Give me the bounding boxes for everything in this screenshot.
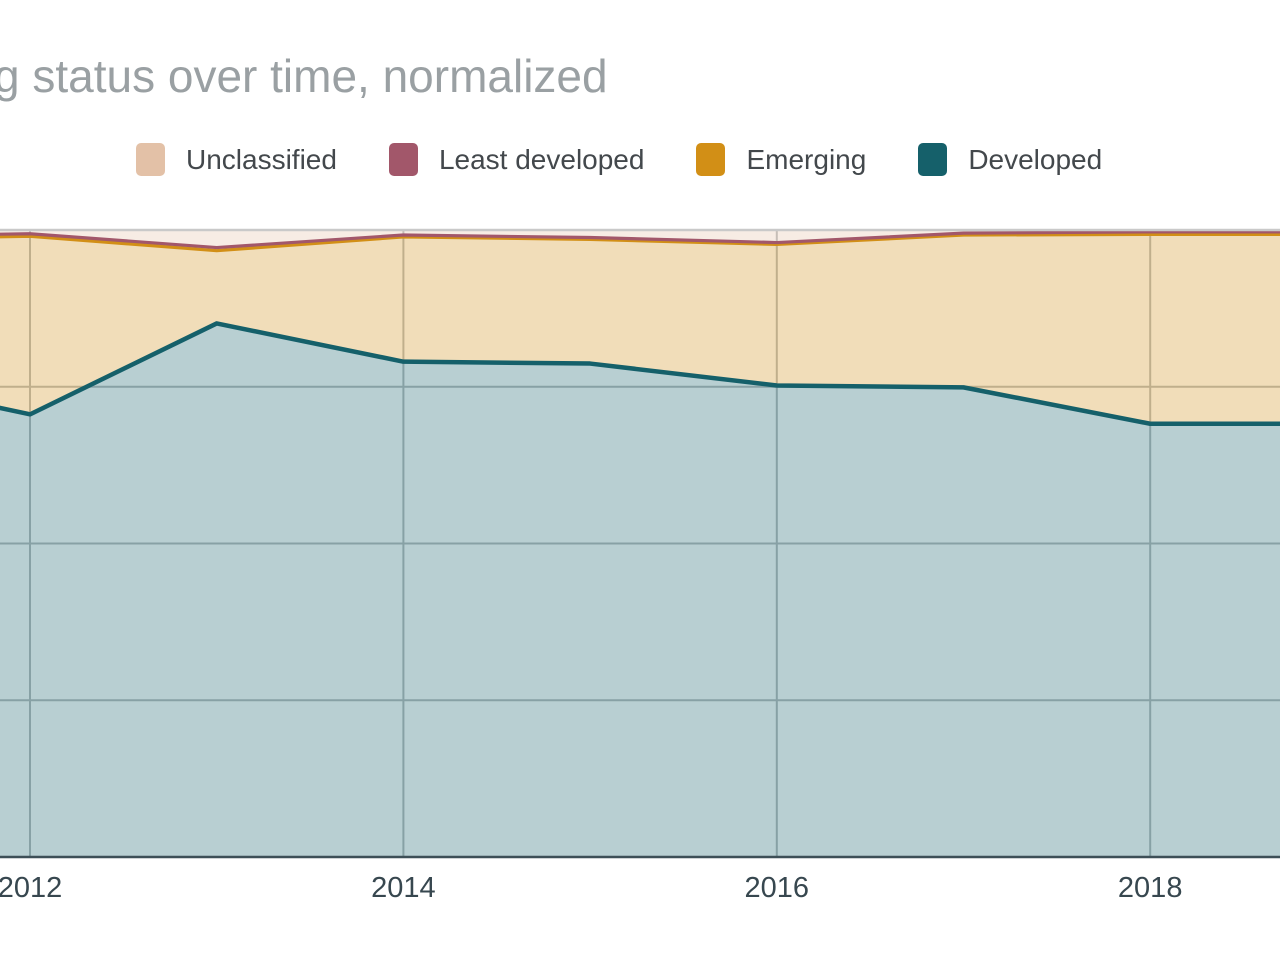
legend: Unclassified Least developed Emerging De… xyxy=(136,143,1154,176)
legend-swatch xyxy=(136,143,165,176)
line-developed xyxy=(0,321,1280,426)
legend-swatch xyxy=(388,143,418,176)
area-developed xyxy=(0,323,1280,857)
x-axis: 2012 2014 2016 2018 xyxy=(0,872,1280,912)
legend-swatch xyxy=(696,143,726,176)
line-least-developed xyxy=(0,230,1280,250)
x-axis-label: 2016 xyxy=(744,872,810,904)
legend-label: Unclassified xyxy=(186,144,337,175)
x-axis-label: 2012 xyxy=(0,872,63,904)
legend-swatch xyxy=(918,143,948,176)
x-axis-label: 2014 xyxy=(371,872,436,904)
line-emerging xyxy=(0,232,1280,253)
x-axis-label: 2018 xyxy=(1117,872,1183,904)
legend-item-emerging[interactable]: Emerging xyxy=(696,143,866,176)
legend-label: Least developed xyxy=(438,144,645,175)
legend-label: Emerging xyxy=(746,144,867,175)
legend-item-developed[interactable]: Developed xyxy=(918,143,1102,176)
legend-item-unclassified[interactable]: Unclassified xyxy=(136,143,337,176)
legend-item-least-developed[interactable]: Least developed xyxy=(388,143,645,176)
area-emerging xyxy=(0,234,1280,424)
legend-label: Developed xyxy=(968,144,1103,175)
chart-title: g status over time, normalized xyxy=(0,50,608,102)
